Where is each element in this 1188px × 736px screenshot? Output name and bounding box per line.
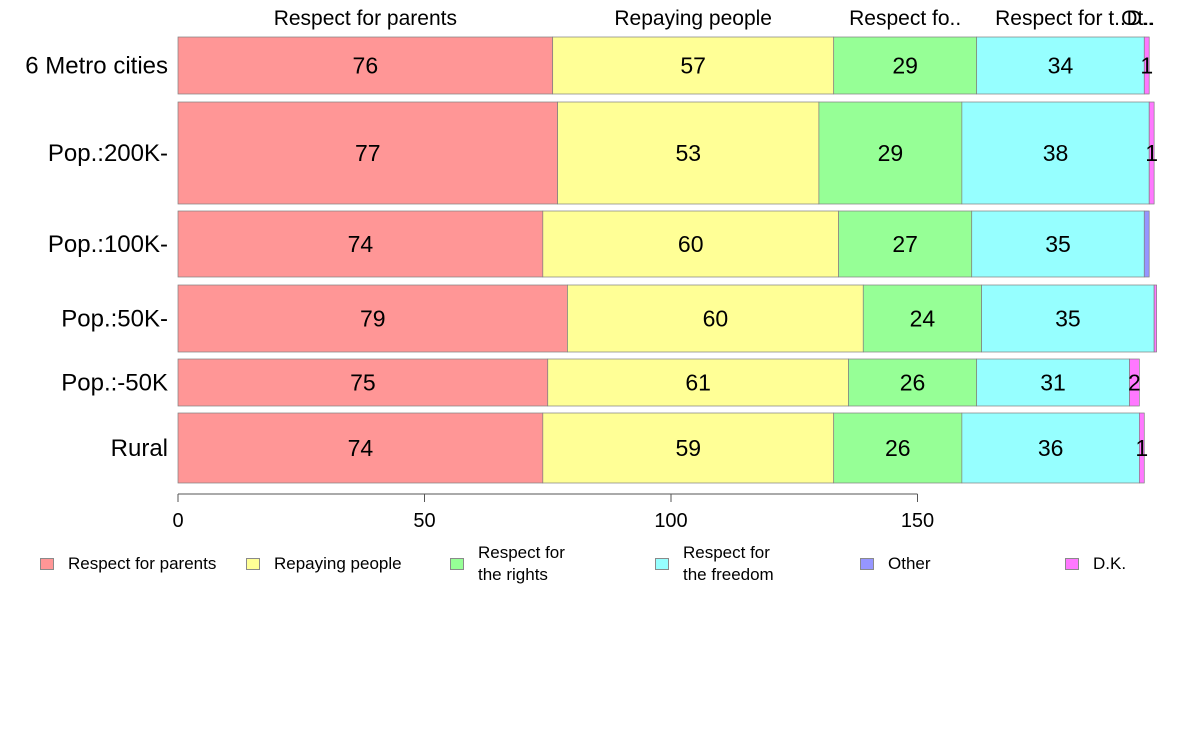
category-labels: 6 Metro cities Pop.:200K- Pop.:100K- Pop.:5… (25, 53, 168, 463)
bar-segment (1138, 412, 1145, 484)
bar-value-label: 31 (1040, 370, 1066, 396)
bar-value-label: 74 (348, 231, 374, 257)
bar-segment (961, 412, 1140, 484)
bars: 76 57 29 34 1 77 53 29 38 1 74 60 27 35 79 60 24 35 75 61 26… (177, 36, 1158, 484)
bar-value-label: 29 (892, 53, 918, 79)
category-label: 6 Metro cities (25, 53, 168, 80)
bar-segment (547, 358, 849, 407)
bar-value-label: 38 (1043, 140, 1069, 166)
legend-label: Respect for the rights (478, 543, 565, 584)
category-label: Rural (111, 435, 168, 462)
bar-segment (1143, 210, 1150, 278)
bar-value-label: 75 (350, 370, 376, 396)
legend-label: Other (888, 554, 931, 573)
legend: Respect for parents Repaying people Respec… (0, 540, 1188, 590)
series-header-label: Repaying people (614, 7, 772, 30)
legend-swatch (860, 558, 874, 570)
bar-segment (1129, 358, 1140, 407)
bar-segment (177, 101, 558, 205)
legend-label: D.K. (1093, 554, 1127, 573)
bar-segment (976, 358, 1130, 407)
x-axis: 0 50 100 150 (172, 493, 934, 532)
series-header-label: Respect fo.. (849, 7, 961, 30)
legend-label: Respect for parents (68, 554, 217, 573)
bar-value-label: 79 (360, 306, 386, 332)
legend-label: Respect for the freedom (683, 543, 774, 584)
bar-value-label: 29 (878, 140, 904, 166)
stacked-bar-chart: Respect for parents Repaying people Respec… (25, 7, 1158, 532)
bar-value-label: 77 (355, 140, 381, 166)
bar-value-label: 57 (680, 53, 706, 79)
bar-value-label: 1 (1135, 435, 1148, 461)
bar-value-label: 35 (1045, 231, 1071, 257)
x-tick-label: 100 (654, 510, 687, 532)
bar-value-label: 24 (910, 306, 936, 332)
legend-swatch (450, 558, 464, 570)
legend-swatch (655, 558, 669, 570)
bar-value-label: 61 (685, 370, 711, 396)
bar-value-label: 60 (678, 231, 704, 257)
bar-segment (976, 36, 1145, 95)
legend-item: Other (860, 542, 1038, 586)
bar-segment (818, 101, 963, 205)
category-label: Pop.:-50K (61, 370, 168, 397)
legend-label: Repaying people (274, 554, 402, 573)
series-header-label: D.. (1127, 7, 1154, 30)
x-tick-label: 50 (413, 510, 435, 532)
legend-item: Respect for parents (40, 542, 218, 586)
category-label: Pop.:50K- (61, 306, 168, 333)
bar-value-label: 53 (675, 140, 701, 166)
bar-segment (567, 284, 864, 353)
category-label: Pop.:100K- (48, 231, 168, 258)
bar-segment (177, 284, 568, 353)
bar-value-label: 26 (885, 435, 911, 461)
bar-segment (1153, 284, 1157, 353)
series-header-label: Ot.. (1121, 7, 1155, 30)
bar-value-label: 74 (348, 435, 374, 461)
bar-segment (177, 210, 544, 278)
bar-segment (862, 284, 982, 353)
legend-swatch (40, 558, 54, 570)
bar-value-label: 76 (353, 53, 379, 79)
bar-segment (981, 284, 1155, 353)
legend-item: D.K. (1065, 542, 1188, 586)
bar-value-label: 36 (1038, 435, 1064, 461)
bar-segment (961, 101, 1150, 205)
bar-value-label: 2 (1128, 370, 1141, 396)
bar-value-label: 1 (1145, 140, 1158, 166)
category-label: Pop.:200K- (48, 140, 168, 167)
bar-segment (848, 358, 978, 407)
bar-segment (177, 358, 549, 407)
bar-segment (1143, 36, 1150, 95)
x-tick-label: 150 (901, 510, 934, 532)
bar-segment (552, 36, 835, 95)
bar-segment (177, 412, 544, 484)
bar-value-label: 59 (675, 435, 701, 461)
series-header-label: Respect for t.. (995, 7, 1126, 30)
bar-value-label: 35 (1055, 306, 1081, 332)
legend-item: Repaying people (246, 542, 424, 586)
bar-segment (838, 210, 973, 278)
bar-value-label: 60 (703, 306, 729, 332)
bar-segment (542, 210, 839, 278)
bar-segment (557, 101, 820, 205)
series-header-label: Respect for parents (274, 7, 457, 30)
bar-value-label: 27 (892, 231, 918, 257)
series-header-labels: Respect for parents Repaying people Respec… (274, 7, 1155, 30)
bar-segment (1148, 101, 1155, 205)
legend-item: Respect for the rights (450, 542, 628, 586)
legend-swatch (246, 558, 260, 570)
legend-item: Respect for the freedom (655, 542, 833, 586)
x-tick-label: 0 (172, 510, 183, 532)
legend-swatch (1065, 558, 1079, 570)
bar-value-label: 1 (1140, 53, 1153, 79)
bar-value-label: 26 (900, 370, 926, 396)
bar-value-label: 34 (1048, 53, 1074, 79)
bar-segment (833, 412, 963, 484)
bar-segment (542, 412, 835, 484)
